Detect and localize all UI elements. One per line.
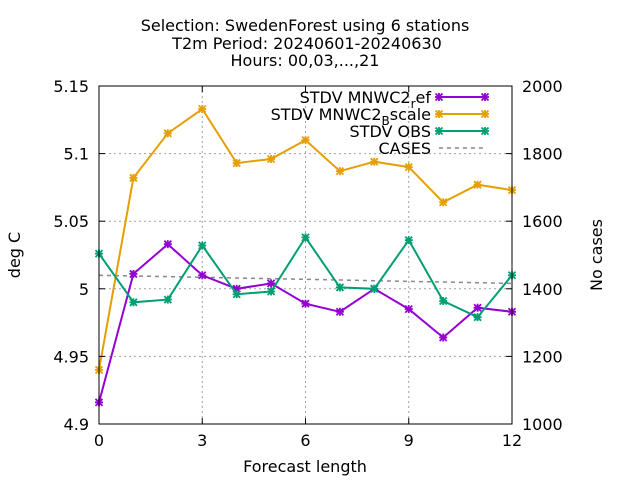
- y-tick-label: 5.05: [53, 212, 89, 231]
- legend-label-main: STDV MNWC2: [271, 105, 382, 124]
- x-tick-label: 6: [300, 431, 310, 450]
- data-point: [198, 241, 207, 250]
- data-series: [94, 104, 517, 407]
- data-point: [404, 162, 413, 172]
- legend-label-main: STDV OBS: [350, 122, 431, 141]
- x-tick-label: 9: [404, 431, 414, 450]
- data-point: [301, 135, 310, 145]
- data-point: [129, 298, 138, 307]
- y2-tick-label: 1800: [522, 145, 563, 164]
- data-point: [232, 158, 241, 168]
- y2-tick-label: 1600: [522, 212, 563, 231]
- x-tick-label: 0: [94, 431, 104, 450]
- x-axis-label: Forecast length: [243, 457, 367, 476]
- data-point: [335, 307, 345, 316]
- data-point: [434, 92, 444, 102]
- legend-label-subscript: B: [382, 114, 390, 128]
- data-point: [439, 333, 448, 342]
- legend-label: STDV MNWC2ref: [300, 88, 432, 111]
- legend-label-main: STDV MNWC2: [300, 88, 411, 107]
- data-point: [473, 313, 482, 322]
- legend-label-tail: scale: [390, 105, 431, 124]
- legend-label-subscript: r: [411, 97, 416, 111]
- y-tick-label: 4.9: [64, 415, 89, 434]
- y-axis-label: deg C: [5, 232, 24, 278]
- data-point: [335, 283, 345, 292]
- data-point: [266, 287, 276, 296]
- legend-label-tail: ef: [416, 88, 432, 107]
- data-point: [198, 104, 207, 114]
- data-point: [163, 295, 172, 304]
- legend-label-main: CASES: [378, 139, 431, 158]
- y2-tick-label: 1000: [522, 415, 563, 434]
- chart-title-line-2: T2m Period: 20240601-20240630: [171, 34, 442, 53]
- data-point: [473, 180, 482, 189]
- legend-label: CASES: [378, 139, 431, 158]
- chart-title-line-3: Hours: 00,03,...,21: [231, 51, 380, 70]
- data-point: [439, 296, 448, 306]
- data-point: [266, 279, 276, 288]
- data-point: [434, 126, 444, 136]
- x-tick-label: 3: [197, 431, 207, 450]
- y-tick-label: 5: [79, 280, 89, 299]
- data-point: [232, 290, 241, 299]
- axis-ticks: 0 3 6 9 12 4.9 4.95 5 5.05 5.1 5.15 1000 1200 1400 160…: [53, 77, 562, 450]
- data-point: [129, 173, 138, 183]
- data-point: [370, 284, 379, 293]
- data-point: [480, 109, 490, 119]
- data-point: [404, 235, 413, 245]
- x-tick-label: 12: [502, 431, 522, 450]
- y-tick-label: 5.1: [64, 145, 89, 164]
- y-tick-label: 4.95: [53, 347, 89, 366]
- data-point: [404, 304, 413, 314]
- data-point: [301, 299, 310, 308]
- data-point: [439, 198, 448, 207]
- data-point: [370, 157, 379, 166]
- data-point: [163, 240, 172, 249]
- data-point: [434, 109, 444, 119]
- data-point: [480, 126, 490, 136]
- y2-tick-label: 1200: [522, 347, 563, 366]
- chart-title-line-1: Selection: SwedenForest using 6 stations: [141, 16, 470, 35]
- data-point: [335, 167, 345, 176]
- data-point: [163, 129, 172, 138]
- y-tick-label: 5.15: [53, 77, 89, 96]
- series-line: [98, 274, 513, 285]
- data-point: [129, 269, 138, 279]
- y2-tick-label: 1400: [522, 280, 563, 299]
- legend-label: STDV MNWC2Bscale: [271, 105, 431, 128]
- legend-label: STDV OBS: [350, 122, 431, 141]
- data-point: [198, 271, 207, 280]
- y2-tick-label: 2000: [522, 77, 563, 96]
- y2-axis-label: No cases: [587, 219, 606, 291]
- data-point: [301, 233, 310, 242]
- cases-series: [98, 274, 513, 285]
- data-point: [480, 92, 490, 102]
- data-point: [473, 303, 482, 312]
- data-point: [266, 154, 276, 164]
